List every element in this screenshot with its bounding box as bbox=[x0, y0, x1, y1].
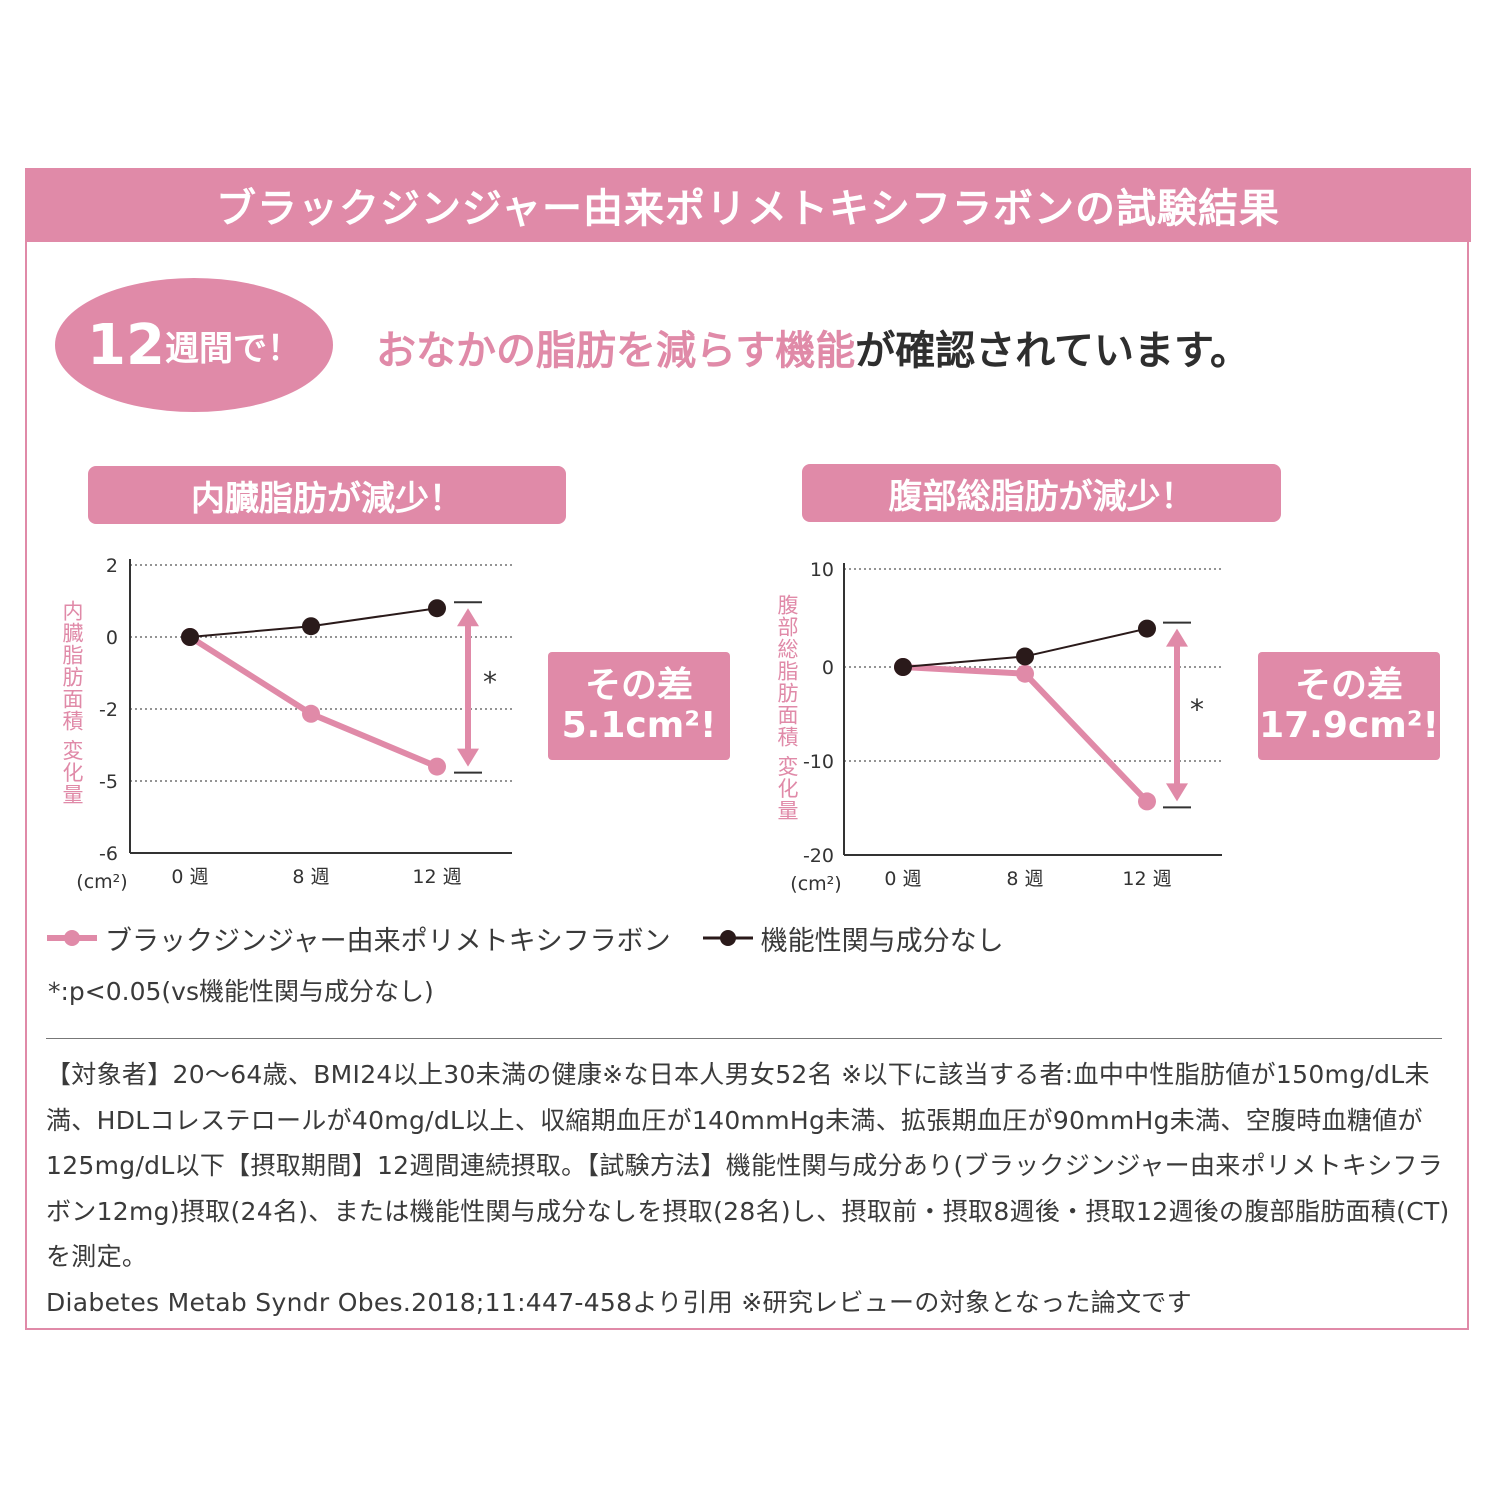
chart2-difference-value: 17.9cm²! bbox=[1259, 705, 1439, 746]
x-tick-label: 12 週 bbox=[412, 866, 461, 888]
legend-item-pink: ブラックジンジャー由来ポリメトキシフラボン bbox=[45, 919, 671, 958]
data-point-dark bbox=[428, 599, 446, 618]
chart2-difference-label: その差 bbox=[1294, 665, 1403, 706]
series-line-pink bbox=[188, 634, 439, 770]
chart1-difference-box: その差 5.1cm²! bbox=[548, 652, 730, 760]
page-title: ブラックジンジャー由来ポリメトキシフラボンの試験結果 bbox=[25, 168, 1471, 242]
chart2-difference-box: その差 17.9cm²! bbox=[1258, 652, 1440, 760]
badge-text: 週間で！ bbox=[164, 328, 301, 369]
study-description: 【対象者】20〜64歳、BMI24以上30未満の健康※な日本人男女52名 ※以下… bbox=[46, 1060, 1450, 1271]
badge-number: 12 bbox=[87, 312, 165, 378]
x-tick-label: 8 週 bbox=[292, 866, 329, 888]
legend-dark-marker bbox=[702, 930, 753, 946]
data-point-pink bbox=[302, 704, 320, 723]
x-tick-label: 0 週 bbox=[171, 866, 208, 888]
study-details: 【対象者】20〜64歳、BMI24以上30未満の健康※な日本人男女52名 ※以下… bbox=[46, 1052, 1458, 1325]
legend-item-dark: 機能性関与成分なし bbox=[701, 919, 1004, 958]
data-point-dark bbox=[302, 617, 320, 636]
difference-arrow-head-down bbox=[457, 748, 479, 767]
chart1-difference-label: その差 bbox=[584, 665, 693, 706]
chart2-title: 腹部総脂肪が減少！ bbox=[802, 464, 1281, 522]
y-tick-label: 0 bbox=[106, 627, 118, 649]
y-tick-label: -5 bbox=[99, 771, 118, 793]
legend-pink-marker bbox=[47, 930, 97, 946]
data-point-dark bbox=[181, 628, 199, 646]
significance-note: *:p<0.05(vs機能性関与成分なし) bbox=[48, 977, 434, 1006]
legend: ブラックジンジャー由来ポリメトキシフラボン 機能性関与成分なし bbox=[45, 918, 1034, 958]
difference-arrow-head-up bbox=[457, 608, 479, 627]
y-tick-label: -6 bbox=[99, 843, 118, 865]
y-tick-label: 2 bbox=[106, 555, 118, 577]
headline-rest: が確認されています。 bbox=[855, 328, 1251, 374]
unit-label: (cm²) bbox=[76, 871, 127, 893]
data-point-pink bbox=[428, 757, 446, 776]
chart1-ylabel: 内臓脂肪面積 変化量 bbox=[60, 600, 84, 806]
chart1-title: 内臓脂肪が減少！ bbox=[88, 466, 566, 524]
y-tick-label: -2 bbox=[99, 699, 118, 721]
significance-marker: * bbox=[483, 665, 497, 698]
divider bbox=[46, 1038, 1442, 1039]
chart1-difference-value: 5.1cm²! bbox=[561, 705, 717, 746]
headline-highlight: おなかの脂肪を減らす機能 bbox=[376, 328, 856, 374]
headline: おなかの脂肪を減らす機能が確認されています。 bbox=[376, 318, 1250, 376]
citation: Diabetes Metab Syndr Obes.2018;11:447-45… bbox=[46, 1287, 1192, 1317]
chart2-ylabel: 腹部総脂肪面積 変化量 bbox=[775, 594, 799, 822]
duration-badge: 12 週間で！ bbox=[55, 278, 333, 412]
legend-dark-label: 機能性関与成分なし bbox=[760, 925, 1004, 957]
legend-pink-label: ブラックジンジャー由来ポリメトキシフラボン bbox=[105, 925, 671, 957]
